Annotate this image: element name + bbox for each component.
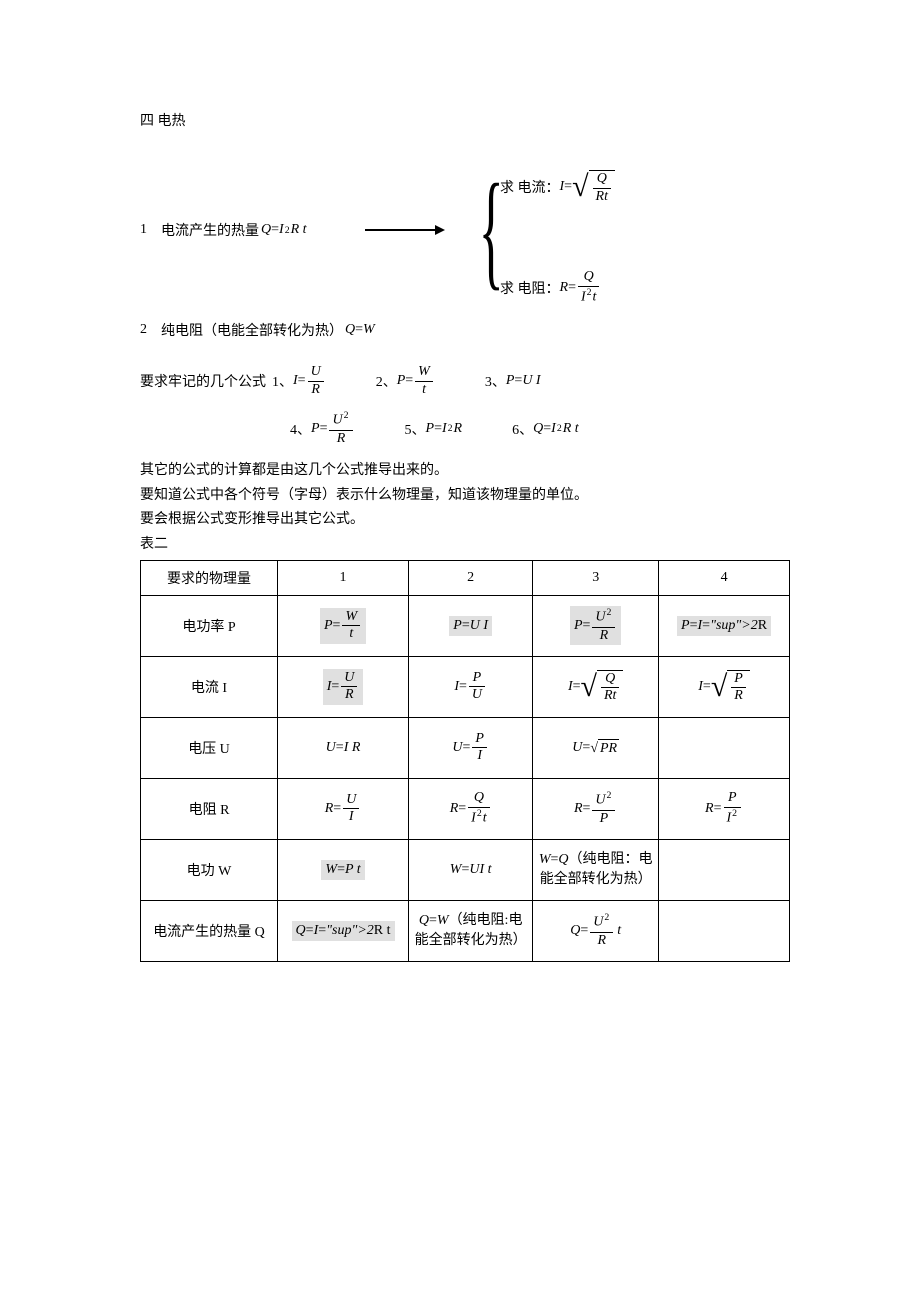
table-cell: U=√PR <box>533 717 659 778</box>
note-line: 要知道公式中各个符号（字母）表示什么物理量，知道该物理量的单位。 <box>140 485 790 507</box>
formula-table: 要求的物理量 1 2 3 4 电功率 PP=WtP =U IP=U2RP= I=… <box>140 560 790 962</box>
table-cell: W = P t <box>278 839 409 900</box>
table-row: 电流 II=URI=PUI=√QRtI=√PR <box>141 656 790 717</box>
note-line: 要会根据公式变形推导出其它公式。 <box>140 509 790 531</box>
table-cell: P =U I <box>409 595 533 656</box>
table-cell: U=PI <box>409 717 533 778</box>
table-cell-empty <box>659 717 790 778</box>
table-cell-note: W=Q（纯电阻：电能全部转化为热） <box>533 839 659 900</box>
line2-formula: Q=W <box>345 322 375 338</box>
derive-left-text: 电流产生的热量 <box>161 220 259 240</box>
derive-left: 1 电流产生的热量 Q=I2R t <box>140 220 307 240</box>
table-cell: P=U2R <box>533 595 659 656</box>
table-cell: I=UR <box>278 656 409 717</box>
table-row: 电阻 RR=UIR=QI2tR=U2PR=PI2 <box>141 778 790 839</box>
table-row-label: 电功率 P <box>141 595 278 656</box>
line2-text: 纯电阻（电能全部转化为热） <box>161 320 343 340</box>
table-cell-empty <box>659 900 790 961</box>
table-cell: P=Wt <box>278 595 409 656</box>
table-cell: U =I R <box>278 717 409 778</box>
table-header: 1 <box>278 560 409 595</box>
notes-block: 其它的公式的计算都是由这几个公式推导出来的。 要知道公式中各个符号（字母）表示什… <box>140 460 790 556</box>
table-row: 电流产生的热量 QQ= I="sup">2 R tQ=W （纯电阻:电能全部转化… <box>141 900 790 961</box>
required-formulas: 要求牢记的几个公式 1、 I = UR 2、 P = Wt 3、 P =U I … <box>140 365 790 446</box>
table-cell: Q= I="sup">2 R t <box>278 900 409 961</box>
table-header: 要求的物理量 <box>141 560 278 595</box>
document-page: 四 电热 1 电流产生的热量 Q=I2R t { 求 电流： I= √ QRt … <box>0 0 920 1302</box>
table-cell: R=UI <box>278 778 409 839</box>
derivation-block: 1 电流产生的热量 Q=I2R t { 求 电流： I= √ QRt 求 电阻：… <box>140 160 790 310</box>
arrow-icon <box>365 229 445 231</box>
derive-r1-formula: I= √ QRt <box>560 170 616 204</box>
note-line: 其它的公式的计算都是由这几个公式推导出来的。 <box>140 460 790 482</box>
table-row: 电功 WW = P tW = UI tW=Q（纯电阻：电能全部转化为热） <box>141 839 790 900</box>
table-cell: I=√PR <box>659 656 790 717</box>
table-cell: Q=U2Rt <box>533 900 659 961</box>
table-cell: I=PU <box>409 656 533 717</box>
derive-left-formula: Q=I2R t <box>261 222 307 238</box>
derive-resistance: 求 电阻： R= QI2t <box>500 270 601 305</box>
table-caption: 表二 <box>140 534 790 556</box>
table-header: 3 <box>533 560 659 595</box>
table-cell: I=√QRt <box>533 656 659 717</box>
table-header: 4 <box>659 560 790 595</box>
req-item-1: 1、 I = UR <box>272 365 326 397</box>
req-item-4: 4、 P=U2R <box>290 411 355 446</box>
table-row-label: 电流产生的热量 Q <box>141 900 278 961</box>
table-cell: W = UI t <box>409 839 533 900</box>
derive-r1-label: 求 电流： <box>500 177 560 197</box>
table-row-label: 电功 W <box>141 839 278 900</box>
section-title: 四 电热 <box>140 110 790 130</box>
table-cell-note: Q=W （纯电阻:电能全部转化为热） <box>409 900 533 961</box>
req-item-6: 6、 Q= I2R t <box>512 419 579 439</box>
req-label: 要求牢记的几个公式 <box>140 371 266 391</box>
req-item-5: 5、 P= I2R <box>405 419 463 439</box>
derive-current: 求 电流： I= √ QRt <box>500 170 615 204</box>
req-item-2: 2、 P = Wt <box>376 365 435 397</box>
table-row-label: 电流 I <box>141 656 278 717</box>
item-number-2: 2 <box>140 322 147 338</box>
item-number: 1 <box>140 222 147 238</box>
derive-r2-label: 求 电阻： <box>500 278 560 298</box>
table-cell: R=QI2t <box>409 778 533 839</box>
req-item-3: 3、 P =U I <box>485 371 541 391</box>
table-header: 2 <box>409 560 533 595</box>
table-cell: P= I="sup">2 R <box>659 595 790 656</box>
table-row: 电压 UU =I RU=PIU=√PR <box>141 717 790 778</box>
table-cell: R=PI2 <box>659 778 790 839</box>
table-row-label: 电阻 R <box>141 778 278 839</box>
table-header-row: 要求的物理量 1 2 3 4 <box>141 560 790 595</box>
pure-resistance-line: 2 纯电阻（电能全部转化为热） Q=W <box>140 320 790 340</box>
table-cell: R=U2P <box>533 778 659 839</box>
table-cell-empty <box>659 839 790 900</box>
table-row-label: 电压 U <box>141 717 278 778</box>
table-row: 电功率 PP=WtP =U IP=U2RP= I="sup">2 R <box>141 595 790 656</box>
derive-r2-formula: R= QI2t <box>560 270 602 305</box>
